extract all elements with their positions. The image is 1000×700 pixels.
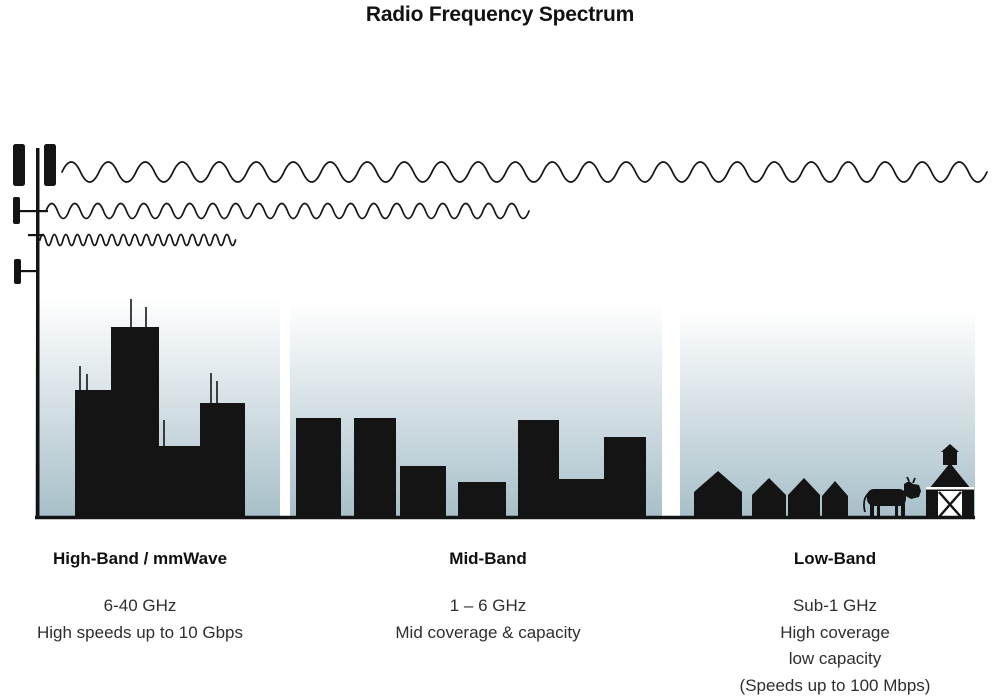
band-detail: (Speeds up to 100 Mbps)	[739, 675, 931, 695]
band-detail: High coverage	[780, 622, 890, 642]
cow-head	[904, 481, 921, 499]
band-detail: Mid coverage & capacity	[395, 622, 581, 642]
building	[518, 420, 559, 518]
high-band-wave-icon	[39, 233, 237, 247]
band-frequency: 6-40 GHz	[103, 596, 177, 615]
cow-horn	[906, 476, 910, 482]
cow-body	[867, 489, 906, 506]
cow-icon	[863, 476, 921, 518]
mid-band-label-block: Mid-Band 1 – 6 GHz Mid coverage & capaci…	[348, 549, 628, 646]
low-band-label-block: Low-Band Sub-1 GHz High coverage low cap…	[695, 549, 975, 699]
cow-leg	[895, 505, 898, 518]
barn-door-cross	[938, 491, 962, 518]
band-detail: low capacity	[788, 649, 882, 668]
cell-tower-icon	[13, 144, 56, 518]
midrise-buildings-icon	[296, 418, 646, 518]
mid-band-wave-icon	[45, 202, 530, 220]
tower-pole	[36, 148, 40, 518]
band-frequency: 1 – 6 GHz	[449, 596, 527, 615]
barn-eave-line	[926, 487, 974, 490]
cow-leg	[870, 503, 874, 518]
building	[400, 466, 446, 518]
cow-leg	[901, 503, 905, 518]
high-band-label-block: High-Band / mmWave 6-40 GHz High speeds …	[20, 549, 260, 646]
skyscraper	[159, 446, 200, 518]
spectrum-diagram-graphic	[13, 144, 988, 520]
antenna-crossarm-middle	[28, 234, 44, 237]
rural-houses-icon	[694, 471, 848, 518]
radio-waves	[39, 161, 988, 247]
low-band-wave-icon	[61, 161, 988, 183]
house-icon	[822, 481, 848, 518]
house-icon	[788, 478, 820, 518]
antenna-panel-right	[44, 144, 56, 186]
band-detail: High speeds up to 10 Gbps	[36, 622, 244, 642]
antenna-crossarm-lower	[14, 270, 38, 273]
cow-leg	[877, 505, 880, 518]
band-frequency: Sub-1 GHz	[792, 596, 878, 615]
antenna-panel-left	[13, 144, 25, 186]
antenna-crossarm-upper	[14, 210, 48, 213]
cow-tail	[863, 492, 870, 513]
skyscraper	[200, 403, 245, 518]
rooftop-antennas	[79, 299, 218, 446]
building	[296, 418, 341, 518]
barn-cupola	[943, 452, 957, 465]
band-name: Low-Band	[793, 549, 877, 568]
barn-cupola-roof	[941, 444, 959, 452]
building	[354, 418, 396, 518]
page-title: Radio Frequency Spectrum	[365, 3, 635, 26]
house-icon	[752, 478, 786, 518]
house-icon	[694, 471, 742, 518]
building	[559, 479, 604, 518]
band-name: High-Band / mmWave	[52, 549, 228, 568]
building	[604, 437, 646, 518]
skyscraper	[111, 327, 159, 518]
band-name: Mid-Band	[449, 549, 527, 568]
skyscraper	[75, 390, 111, 518]
cow-horn	[912, 477, 916, 484]
city-skyline-icon	[75, 327, 245, 518]
barn-icon	[926, 444, 974, 518]
building	[458, 482, 506, 518]
